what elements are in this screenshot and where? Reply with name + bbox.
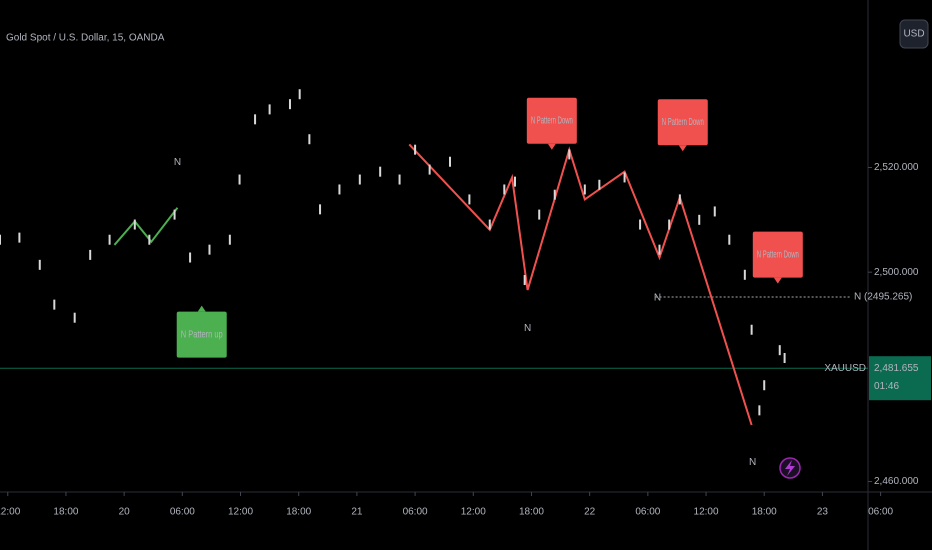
y-tick-label: 2,460.000: [874, 476, 919, 487]
x-tick-label: 23: [817, 507, 829, 518]
alert-bolt: [785, 460, 795, 476]
pattern-label: N Pattern Down: [662, 117, 704, 128]
price-bar: [254, 114, 257, 125]
price-bar: [639, 219, 642, 230]
price-bar: [268, 104, 271, 115]
price-bar: [523, 275, 526, 286]
price-bar: [553, 189, 556, 200]
pattern-pointer: [773, 277, 782, 284]
pattern-pointer: [547, 143, 556, 150]
price-bar: [658, 244, 661, 255]
price-bar: [173, 209, 176, 220]
price-bar: [189, 252, 192, 263]
x-tick-label: 22: [584, 507, 596, 518]
currency-label: USD: [903, 29, 924, 40]
price-bar: [488, 219, 491, 230]
pattern-label: N Pattern Down: [757, 249, 799, 260]
x-tick-label: 18:00: [752, 507, 777, 518]
price-bar: [743, 269, 746, 280]
x-tick-label: 12:00: [0, 507, 21, 518]
price-bar: [414, 144, 417, 155]
price-bar: [623, 172, 626, 183]
price-bar: [668, 219, 671, 230]
price-bar: [449, 156, 452, 167]
x-tick-label: 18:00: [286, 507, 311, 518]
x-tick-label: 12:00: [461, 507, 486, 518]
n-mark: N: [524, 323, 531, 334]
price-bar: [298, 89, 301, 100]
price-bar: [89, 249, 92, 260]
n-mark: N: [654, 292, 661, 303]
price-bar: [698, 214, 701, 225]
price-bar: [319, 204, 322, 215]
pattern-pointer: [197, 305, 206, 312]
x-tick-label: 06:00: [635, 507, 660, 518]
pattern-label: N Pattern up: [181, 329, 223, 340]
price-bar: [338, 184, 341, 195]
level-label: N (2495.265): [854, 292, 912, 303]
price-bar: [598, 179, 601, 190]
price-bar: [308, 134, 311, 145]
price-bar: [783, 353, 786, 364]
price-bar: [583, 184, 586, 195]
price-bar: [503, 184, 506, 195]
price-bar: [18, 232, 21, 243]
price-bar: [713, 206, 716, 217]
last-price-label: 2,481.655: [874, 363, 919, 374]
price-bar: [358, 174, 361, 185]
last-price-symbol: XAUUSD: [824, 363, 866, 374]
price-bar: [728, 234, 731, 245]
price-bar: [468, 194, 471, 205]
price-bar: [288, 99, 291, 110]
n-mark: N: [749, 457, 756, 468]
price-bar: [428, 164, 431, 175]
x-tick-label: 12:00: [228, 507, 253, 518]
zigzag-line: [113, 207, 179, 246]
x-tick-label: 06:00: [403, 507, 428, 518]
price-bar: [53, 299, 56, 310]
y-tick-label: 2,500.000: [874, 267, 919, 278]
price-bar: [208, 244, 211, 255]
last-price-badge: [869, 356, 931, 401]
price-bar: [398, 174, 401, 185]
price-bar: [108, 234, 111, 245]
price-bar: [678, 194, 681, 205]
pattern-box: [657, 99, 708, 146]
price-bar: [758, 405, 761, 416]
last-price-countdown: 01:46: [874, 381, 899, 392]
n-mark: N: [174, 157, 181, 168]
price-bar: [238, 174, 241, 185]
price-bar: [513, 176, 516, 187]
price-bar: [148, 234, 151, 245]
price-bar: [538, 209, 541, 220]
y-tick-label: 2,520.000: [874, 162, 919, 173]
price-bar: [379, 166, 382, 177]
x-tick-label: 20: [119, 507, 131, 518]
x-tick-label: 12:00: [694, 507, 719, 518]
pattern-box: [526, 97, 577, 144]
price-bar: [133, 219, 136, 230]
x-tick-label: 18:00: [53, 507, 78, 518]
price-bar: [778, 345, 781, 356]
pattern-box: [176, 311, 227, 358]
pattern-label: N Pattern Down: [531, 115, 573, 126]
price-bar: [73, 312, 76, 323]
x-tick-label: 06:00: [170, 507, 195, 518]
price-bar: [38, 259, 41, 270]
chart-title: Gold Spot / U.S. Dollar, 15, OANDA: [6, 33, 165, 44]
x-tick-label: 06:00: [868, 507, 893, 518]
currency-button[interactable]: [899, 19, 929, 49]
price-bar: [228, 234, 231, 245]
pattern-pointer: [678, 145, 687, 152]
price-bar: [568, 149, 571, 160]
pattern-box: [752, 231, 803, 278]
x-tick-label: 21: [351, 507, 363, 518]
price-bar: [0, 234, 1, 245]
price-bar: [750, 324, 753, 335]
x-tick-label: 18:00: [519, 507, 544, 518]
price-bar: [763, 380, 766, 391]
